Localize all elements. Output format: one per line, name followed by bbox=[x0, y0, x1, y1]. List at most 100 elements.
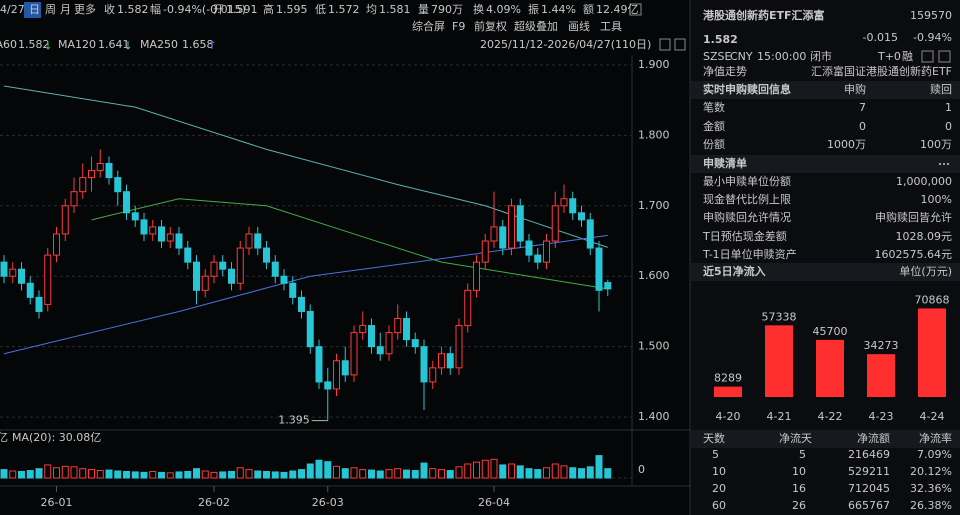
candle-body bbox=[508, 205, 515, 249]
x-tick-label: 26-04 bbox=[478, 496, 510, 509]
volume-bar bbox=[429, 468, 437, 479]
period-tab[interactable]: 月 bbox=[60, 3, 71, 16]
more-dot[interactable] bbox=[939, 163, 941, 165]
volume-bar bbox=[359, 469, 367, 479]
candle-body bbox=[184, 247, 192, 263]
tool-button[interactable]: 工具 bbox=[600, 20, 622, 33]
candle-body bbox=[201, 275, 209, 291]
row-label: 申购赎回允许情况 bbox=[703, 210, 791, 224]
last-price: 1.582 bbox=[703, 33, 738, 46]
candle-body bbox=[158, 226, 165, 242]
fund-code: 159570 bbox=[910, 9, 952, 22]
candle-body bbox=[18, 268, 25, 284]
section-title: 申赎清单 bbox=[703, 156, 747, 170]
icon[interactable] bbox=[938, 50, 951, 63]
candle-body bbox=[464, 289, 472, 327]
cell: 1000万 bbox=[827, 138, 866, 151]
candle-body bbox=[306, 310, 314, 348]
candle-body bbox=[105, 163, 113, 179]
cell: 7.09% bbox=[917, 448, 952, 461]
more-dot[interactable] bbox=[943, 163, 945, 165]
volume-bar bbox=[385, 469, 393, 479]
candle-body bbox=[481, 240, 489, 263]
candle-body bbox=[560, 198, 568, 207]
volume-bar bbox=[175, 471, 183, 479]
period-tab[interactable]: 日 bbox=[29, 3, 40, 16]
volume-bar bbox=[228, 470, 235, 479]
volume-bar bbox=[18, 470, 25, 479]
candle-body bbox=[166, 233, 174, 242]
volume-bar bbox=[263, 470, 270, 479]
tool-button[interactable]: 综合屏 bbox=[412, 19, 445, 33]
candle-body bbox=[263, 247, 270, 263]
volume-bar bbox=[473, 461, 480, 479]
settings-icon[interactable] bbox=[629, 3, 642, 16]
nav-label[interactable]: 净值走势 bbox=[703, 64, 747, 78]
cell: 1 bbox=[945, 101, 952, 114]
candle-body bbox=[88, 170, 95, 179]
volume-bar bbox=[114, 470, 122, 479]
volume-bar bbox=[236, 467, 244, 479]
more-dot[interactable] bbox=[947, 163, 949, 165]
fund-name: 汇添富国证港股通创新药ETF bbox=[811, 64, 952, 78]
candle-body bbox=[123, 191, 130, 214]
cell: 10 bbox=[792, 465, 806, 478]
cell: 712045 bbox=[848, 482, 890, 495]
icon[interactable] bbox=[659, 38, 671, 51]
candle-body bbox=[403, 318, 410, 341]
candle-body bbox=[53, 233, 60, 256]
period-tab[interactable]: 更多 bbox=[74, 2, 96, 16]
candle-body bbox=[35, 296, 43, 312]
chart-title: 近5日净流入 bbox=[703, 264, 766, 278]
icon[interactable] bbox=[674, 38, 686, 51]
column-header: 天数 bbox=[703, 432, 725, 445]
tool-button[interactable]: 前复权 bbox=[474, 19, 507, 33]
period-tab[interactable]: 周 bbox=[45, 3, 56, 16]
candle-body bbox=[499, 226, 507, 249]
volume-bar bbox=[455, 466, 463, 479]
cell: 5 bbox=[712, 448, 719, 461]
column-header: 净流额 bbox=[857, 431, 890, 445]
row-label: 笔数 bbox=[703, 100, 725, 114]
icon[interactable] bbox=[921, 50, 934, 63]
quote-value: 1.591 bbox=[226, 3, 258, 16]
tool-button[interactable]: 画线 bbox=[568, 19, 590, 33]
candle-body bbox=[131, 212, 139, 221]
volume-bar bbox=[420, 462, 428, 479]
tool-button[interactable]: F9 bbox=[452, 20, 465, 33]
y-tick-label: 1.500 bbox=[638, 340, 670, 353]
candle-body bbox=[254, 233, 262, 249]
volume-bar bbox=[464, 463, 472, 479]
candle-body bbox=[446, 353, 454, 369]
volume-bar bbox=[210, 471, 218, 479]
quote-value: 1.582 bbox=[117, 3, 149, 16]
candle-body bbox=[411, 339, 419, 348]
row-label: 最小申赎单位份额 bbox=[703, 174, 791, 188]
quote-value: 1.572 bbox=[328, 3, 360, 16]
volume-bar bbox=[131, 471, 139, 479]
volume-bar bbox=[201, 470, 209, 479]
candle-body bbox=[298, 296, 305, 312]
volume-bar bbox=[586, 466, 594, 479]
y-tick-label: 1.800 bbox=[638, 128, 670, 141]
volume-bar bbox=[516, 465, 524, 479]
cell: 216469 bbox=[848, 448, 890, 461]
volume-bar bbox=[376, 470, 384, 479]
tool-button[interactable]: 超级叠加 bbox=[514, 19, 558, 33]
candle-body bbox=[333, 360, 340, 390]
volume-bar bbox=[271, 471, 279, 479]
data-label: 70868 bbox=[915, 293, 950, 306]
volume-bar bbox=[403, 469, 410, 479]
candle-body bbox=[604, 282, 612, 290]
volume-bar bbox=[446, 470, 454, 479]
volume-bar bbox=[149, 470, 157, 479]
legend-arrow bbox=[45, 41, 51, 50]
cell: 1,000,000 bbox=[896, 175, 952, 188]
cell: 16 bbox=[792, 482, 806, 495]
candle-body bbox=[44, 254, 52, 305]
volume-bar bbox=[499, 464, 507, 479]
volume-bar bbox=[298, 469, 305, 479]
market-info: CNY bbox=[730, 50, 753, 63]
volume-bar bbox=[79, 468, 87, 479]
row-label: T日预估现金差额 bbox=[702, 229, 787, 243]
